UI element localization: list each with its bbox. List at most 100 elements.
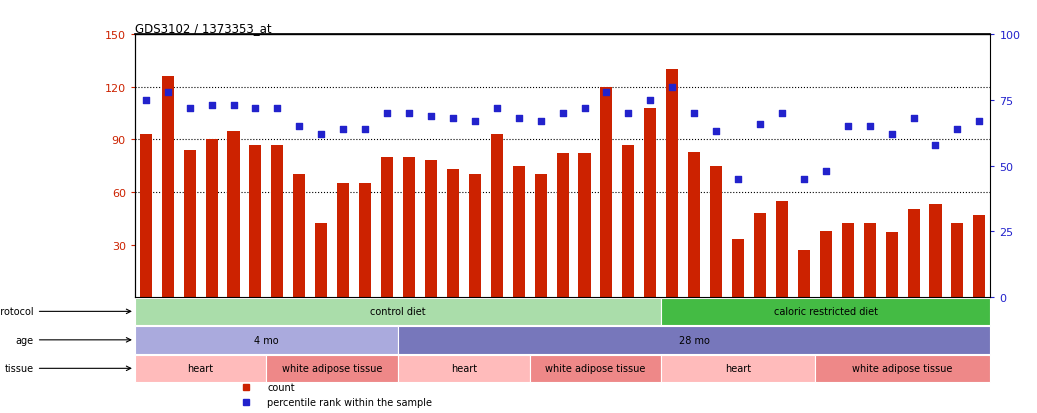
Point [181,105,198,112]
Point [270,105,286,112]
Bar [293,175,305,297]
Bar [842,224,853,297]
Text: white adipose tissue: white adipose tissue [282,363,383,373]
Text: heart: heart [188,363,214,373]
Bar [535,175,546,297]
Point [905,116,922,122]
Point [554,111,570,117]
Bar [662,298,990,325]
Bar [162,77,174,297]
Point [488,105,505,112]
Point [379,111,395,117]
Bar [815,355,990,382]
Point [642,97,658,104]
Bar [135,298,662,325]
Bar [662,355,815,382]
Text: age: age [16,335,131,345]
Bar [469,175,481,297]
Point [203,102,220,109]
Point [708,129,725,135]
Point [884,131,900,138]
Point [971,119,987,125]
Point [357,126,373,133]
Point [467,119,483,125]
Bar [600,88,613,297]
Point [840,123,857,130]
Text: percentile rank within the sample: percentile rank within the sample [268,397,432,407]
Text: growth protocol: growth protocol [0,306,131,317]
Point [949,126,965,133]
Point [400,111,417,117]
Text: heart: heart [725,363,751,373]
Text: white adipose tissue: white adipose tissue [545,363,646,373]
Bar [140,135,151,297]
Point [247,105,263,112]
Point [598,90,615,96]
Point [620,111,637,117]
Point [335,126,352,133]
Point [862,123,878,130]
Point [160,90,176,96]
Bar [227,131,240,297]
Bar [644,109,656,297]
Text: control diet: control diet [370,306,426,317]
Bar [491,135,503,297]
Point [685,111,702,117]
Point [423,113,440,120]
Bar [447,170,459,297]
Text: count: count [268,382,296,392]
Bar [797,250,810,297]
Point [225,102,242,109]
Bar [512,166,525,297]
Bar [359,184,371,297]
Point [138,97,155,104]
Text: GDS3102 / 1373353_at: GDS3102 / 1373353_at [135,22,272,35]
Point [664,84,680,91]
Bar [710,166,722,297]
Bar [732,240,745,297]
Bar [135,326,398,354]
Point [730,176,747,183]
Bar [776,201,788,297]
Point [927,142,944,149]
Point [577,105,593,112]
Bar [754,214,766,297]
Point [817,168,834,175]
Bar [557,154,568,297]
Bar [622,145,635,297]
Bar [951,224,963,297]
Bar [403,157,415,297]
Bar [184,150,196,297]
Bar [864,224,875,297]
Point [313,131,330,138]
Bar [267,355,398,382]
Text: heart: heart [451,363,477,373]
Text: tissue: tissue [5,363,131,373]
Bar [381,157,393,297]
Bar [907,210,920,297]
Bar [425,161,437,297]
Bar [579,154,590,297]
Bar [135,355,267,382]
Bar [974,215,985,297]
Point [510,116,527,122]
Bar [886,233,898,297]
Text: 4 mo: 4 mo [254,335,279,345]
Bar [689,152,700,297]
Bar [315,224,328,297]
Bar [337,184,349,297]
Bar [929,205,942,297]
Bar [250,145,261,297]
Point [445,116,461,122]
Point [752,121,768,128]
Point [795,176,812,183]
Bar [398,326,990,354]
Point [291,123,308,130]
Bar [666,70,678,297]
Bar [530,355,662,382]
Text: white adipose tissue: white adipose tissue [852,363,953,373]
Bar [272,145,283,297]
Text: 28 mo: 28 mo [679,335,709,345]
Point [532,119,549,125]
Text: caloric restricted diet: caloric restricted diet [774,306,877,317]
